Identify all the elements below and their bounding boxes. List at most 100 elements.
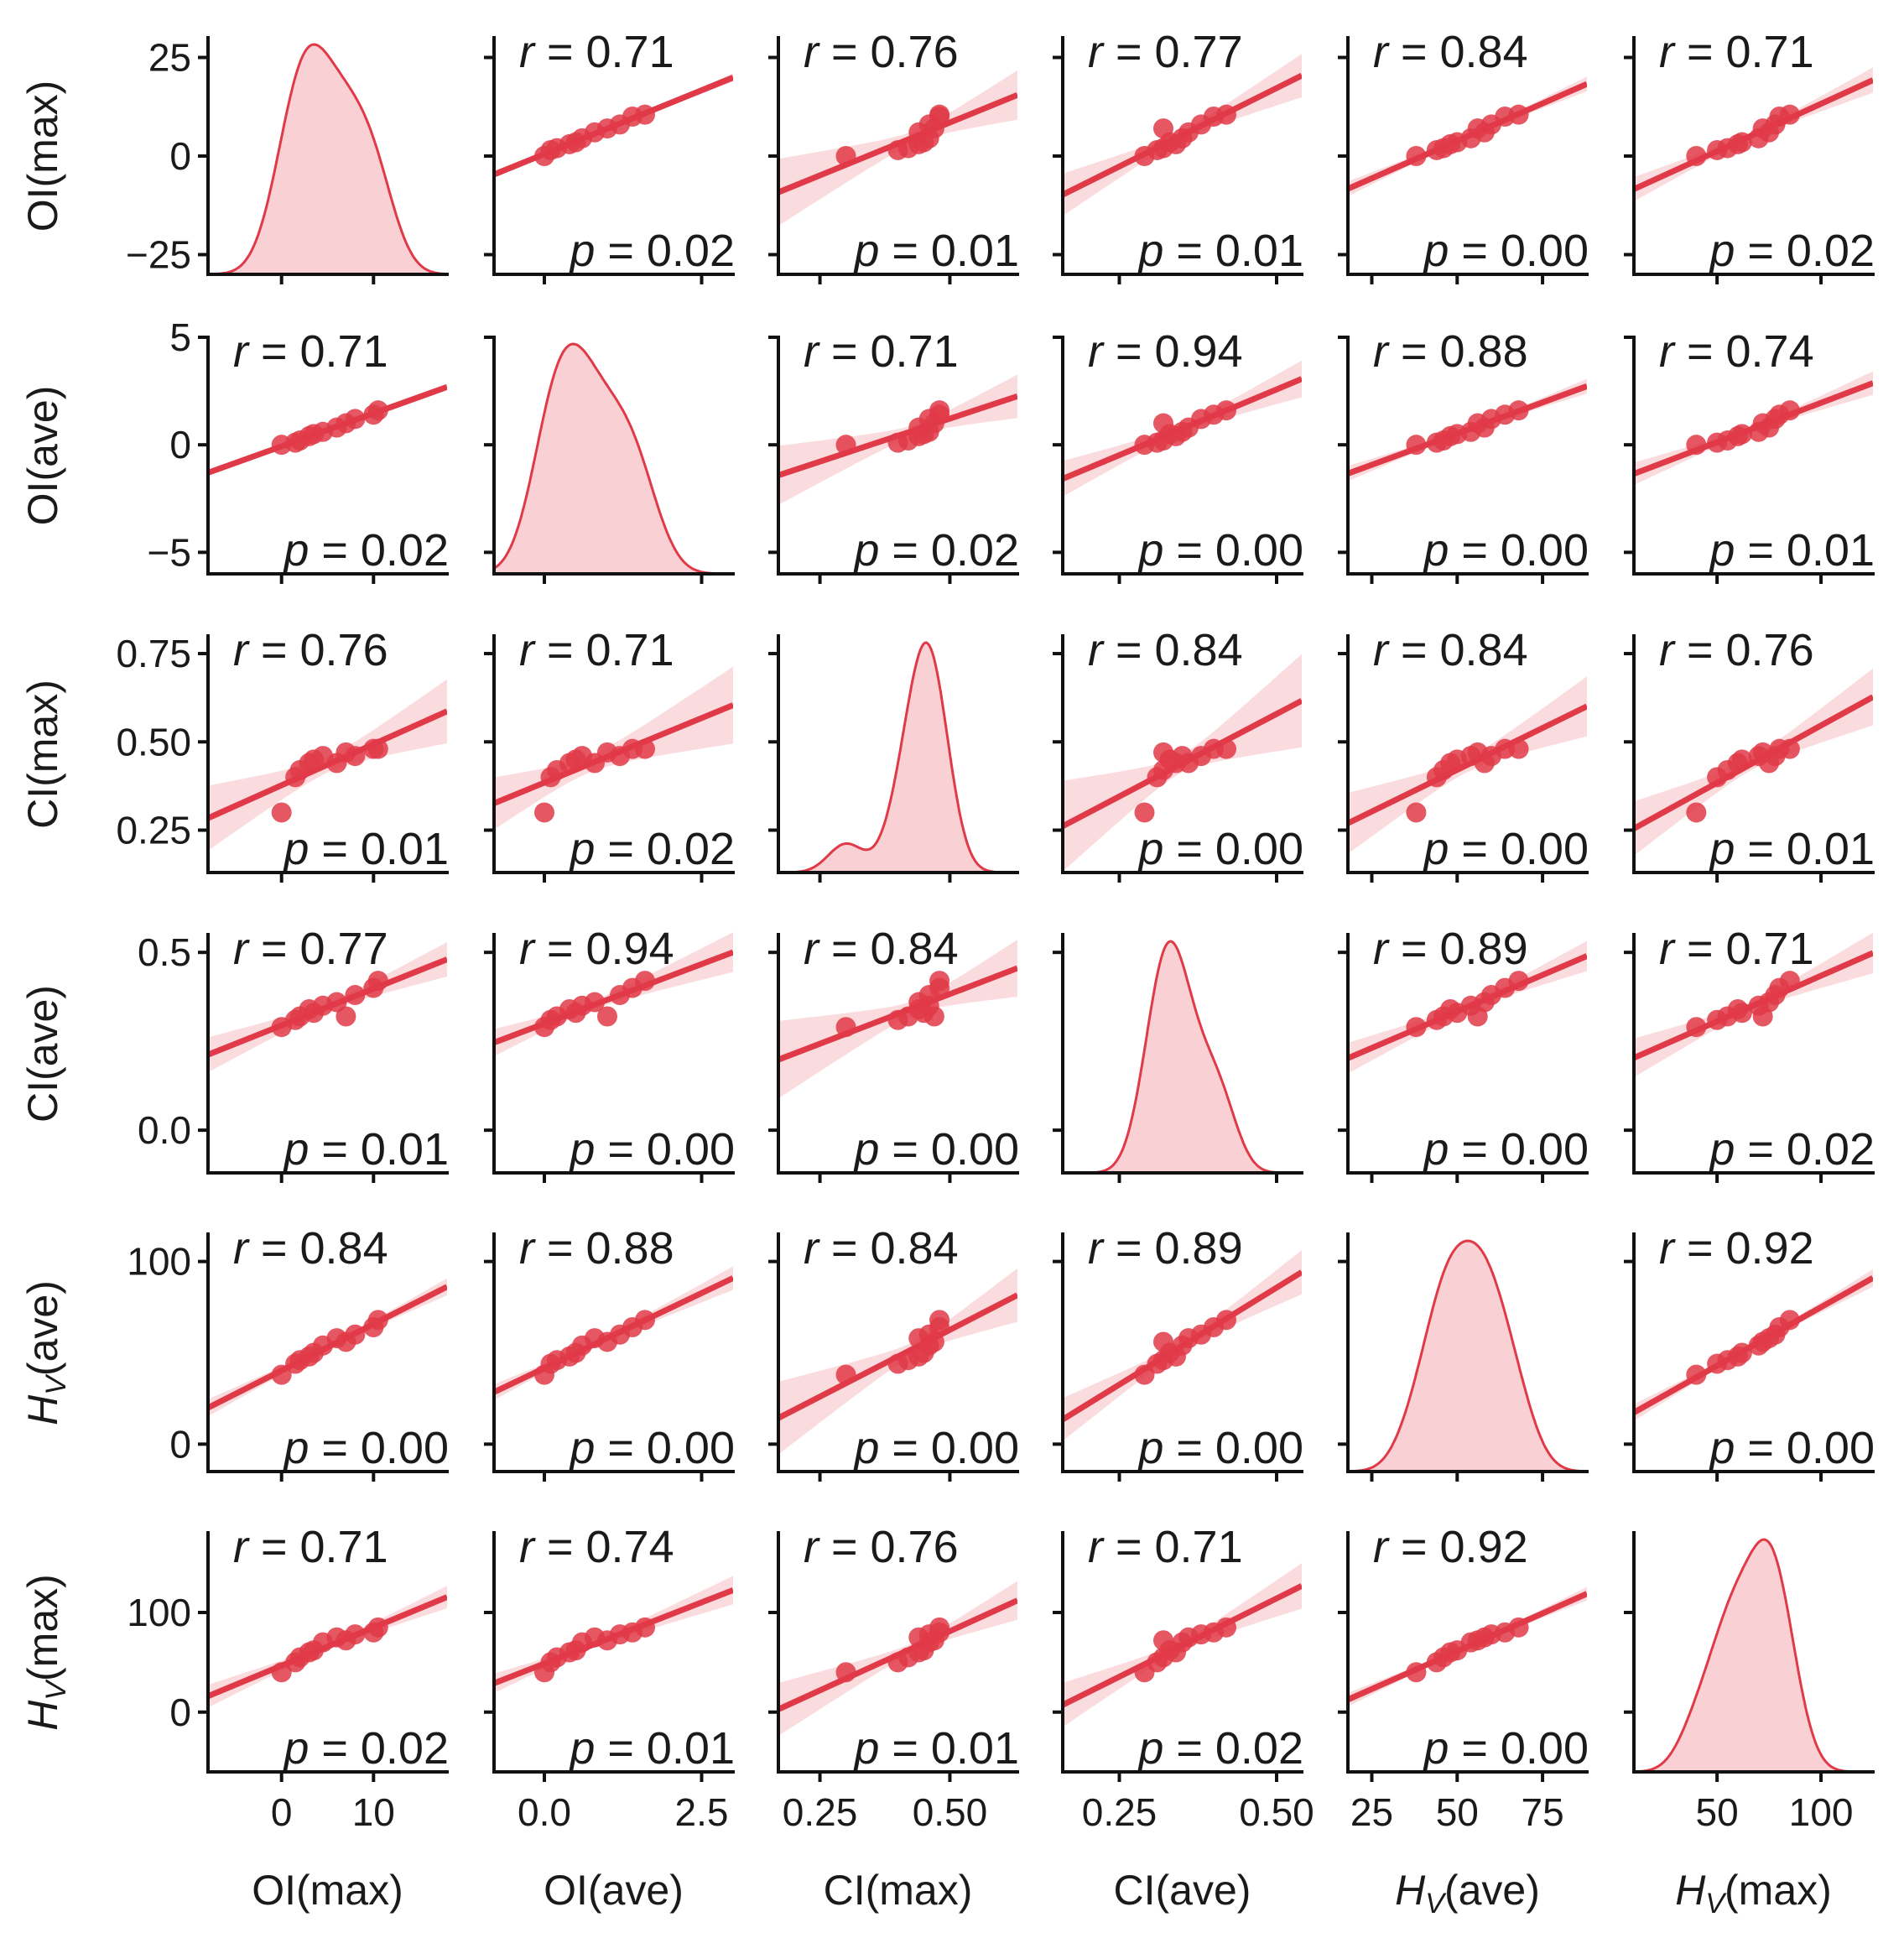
p-annotation: p = 0.02: [1137, 1723, 1303, 1774]
kde-fill: [778, 643, 1017, 873]
data-point: [635, 971, 655, 992]
r-symbol: r: [1373, 924, 1390, 974]
panel-content: [1634, 67, 1873, 201]
label-subscript: V: [40, 1679, 72, 1701]
data-point: [1779, 104, 1800, 125]
panel-content: [1063, 654, 1302, 872]
panel-HVave-vs-HVave: [1338, 1232, 1589, 1482]
y-tick-label: 5: [169, 315, 191, 359]
panel-OImax-vs-HVmax: r = 0.71 p = 0.02: [1624, 27, 1875, 284]
panel-content: [1348, 76, 1587, 196]
x-tick-label: 0.0: [518, 1790, 571, 1834]
kde-line: [208, 43, 447, 274]
panel-HVmax-vs-OIave: r = 0.74 p = 0.01 0.0 2.5: [484, 1522, 735, 1834]
p-annotation: p = 0.00: [568, 1124, 735, 1175]
panel-content: [1348, 1586, 1587, 1706]
r-symbol: r: [233, 1522, 250, 1572]
data-point: [1779, 400, 1800, 421]
data-point: [345, 1624, 366, 1645]
panel-CIave-vs-HVave: r = 0.89 p = 0.00: [1338, 924, 1589, 1183]
y-tick-label: 25: [148, 36, 191, 80]
data-point: [345, 1324, 366, 1345]
x-axis-label-CIave: CI(ave): [1114, 1867, 1251, 1914]
x-tick-label: 0.25: [783, 1790, 858, 1834]
panel-OImax-vs-CImax: r = 0.76 p = 0.01: [768, 27, 1019, 284]
r-value: = 0.88: [1388, 326, 1528, 377]
x-tick-label: 10: [352, 1790, 395, 1834]
panel-HVmax-vs-CIave: r = 0.71p = 0.020.25 0.50: [1053, 1522, 1314, 1834]
p-annotation: p = 0.00: [568, 1423, 735, 1473]
r-value: = 0.84: [819, 924, 959, 974]
r-value: = 0.71: [534, 625, 674, 675]
data-point: [1406, 435, 1427, 456]
r-symbol: r: [1088, 625, 1105, 675]
r-value: = 0.77: [1103, 27, 1243, 77]
p-annotation: p = 0.00: [1137, 525, 1303, 576]
p-symbol: p: [1137, 226, 1163, 276]
r-annotation: r = 0.71: [233, 1522, 388, 1572]
p-value: = 0.01: [595, 1723, 735, 1774]
r-symbol: r: [804, 1522, 820, 1572]
r-annotation: r = 0.77: [233, 924, 388, 974]
x-tick-label: 0: [271, 1790, 293, 1834]
r-symbol: r: [519, 1522, 536, 1572]
data-point: [1731, 132, 1752, 153]
p-annotation: p = 0.02: [568, 824, 735, 874]
panel-content: [778, 374, 1017, 505]
p-annotation: p = 0.02: [282, 525, 449, 576]
panel-OIave-vs-HVmax: r = 0.74 p = 0.01: [1624, 326, 1875, 584]
p-symbol: p: [1137, 525, 1163, 576]
p-value: = 0.02: [309, 525, 449, 576]
r-symbol: r: [519, 27, 536, 77]
data-point: [1153, 413, 1173, 434]
r-annotation: r = 0.84: [804, 924, 959, 974]
y-axis-label-CImax: CI(max): [19, 680, 66, 829]
panel-OIave-vs-CImax: r = 0.71 p = 0.02: [768, 326, 1019, 584]
p-value: = 0.00: [1163, 824, 1303, 874]
r-symbol: r: [804, 924, 820, 974]
r-annotation: r = 0.84: [1373, 27, 1528, 77]
p-annotation: p = 0.02: [852, 525, 1019, 576]
p-value: = 0.00: [595, 1423, 735, 1473]
r-symbol: r: [1373, 1522, 1390, 1572]
r-symbol: r: [1088, 1522, 1105, 1572]
r-symbol: r: [519, 625, 536, 675]
panel-content: [1348, 1239, 1587, 1472]
data-point: [1216, 1310, 1236, 1331]
x-tick-label: 100: [1789, 1790, 1854, 1834]
r-symbol: r: [1088, 27, 1105, 77]
r-symbol: r: [1659, 27, 1676, 77]
r-annotation: r = 0.76: [804, 27, 959, 77]
data-point: [835, 435, 856, 456]
r-value: = 0.71: [819, 326, 959, 377]
x-tick-label: 0.25: [1082, 1790, 1157, 1834]
panel-CImax-vs-CImax: [768, 634, 1019, 883]
x-tick-label: 0.50: [1239, 1790, 1314, 1834]
kde-fill: [1348, 1241, 1587, 1472]
data-point: [1153, 742, 1173, 763]
y-tick-label: 100: [127, 1240, 191, 1284]
p-symbol: p: [1422, 1723, 1449, 1774]
r-annotation: r = 0.84: [233, 1223, 388, 1274]
data-point: [1216, 104, 1236, 125]
panel-CImax-vs-HVmax: r = 0.76 p = 0.01: [1624, 625, 1875, 883]
data-point: [585, 992, 605, 1013]
panel-content: [1063, 360, 1302, 497]
r-symbol: r: [1088, 326, 1105, 377]
y-axis-label-HVave: HV(ave): [19, 1280, 72, 1425]
data-point: [1686, 802, 1707, 823]
p-value: = 0.02: [1735, 1124, 1875, 1175]
data-point: [1779, 971, 1800, 992]
r-value: = 0.76: [819, 1522, 959, 1572]
data-point: [1731, 1003, 1752, 1024]
panel-content: [208, 43, 447, 274]
r-annotation: r = 0.84: [804, 1223, 959, 1274]
panel-OIave-vs-HVave: r = 0.88 p = 0.00: [1338, 326, 1589, 584]
r-value: = 0.84: [819, 1223, 959, 1274]
y-tick-label: 100: [127, 1591, 191, 1634]
r-value: = 0.76: [1674, 625, 1814, 675]
p-value: = 0.01: [1735, 525, 1875, 576]
p-symbol: p: [1708, 1423, 1735, 1473]
panel-content: [494, 73, 733, 178]
data-point: [271, 802, 292, 823]
